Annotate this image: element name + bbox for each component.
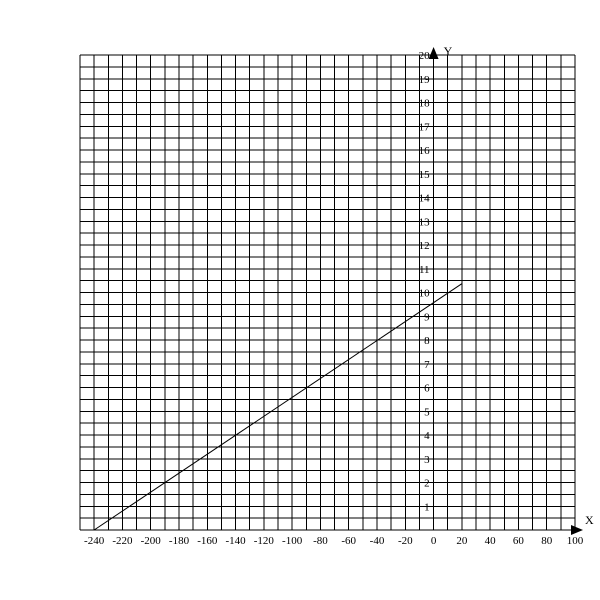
svg-text:Y: Y [444,44,453,58]
svg-text:-80: -80 [313,535,328,547]
svg-text:-140: -140 [225,535,246,547]
svg-text:19: 19 [419,74,431,86]
svg-text:10: 10 [419,288,431,300]
svg-text:-40: -40 [370,535,385,547]
svg-text:15: 15 [419,169,431,181]
svg-text:14: 14 [419,193,431,205]
svg-text:-120: -120 [254,535,275,547]
svg-text:4: 4 [424,430,430,442]
svg-text:17: 17 [419,121,431,133]
svg-text:-100: -100 [282,535,303,547]
svg-text:1: 1 [424,501,430,513]
svg-text:20: 20 [419,50,431,62]
svg-text:60: 60 [513,535,525,547]
svg-text:40: 40 [485,535,497,547]
svg-text:9: 9 [424,311,430,323]
svg-text:11: 11 [419,264,430,276]
svg-text:12: 12 [419,240,430,252]
svg-text:0: 0 [431,535,437,547]
svg-text:-20: -20 [398,535,413,547]
svg-text:-180: -180 [169,535,190,547]
svg-text:X: X [585,513,594,527]
svg-text:5: 5 [424,406,430,418]
svg-text:6: 6 [424,383,430,395]
chart-plot: -240-220-200-180-160-140-120-100-80-60-4… [0,0,600,600]
svg-text:2: 2 [424,478,430,490]
svg-text:-60: -60 [341,535,356,547]
svg-text:16: 16 [419,145,431,157]
svg-text:100: 100 [567,535,584,547]
svg-text:-220: -220 [112,535,133,547]
svg-text:80: 80 [541,535,553,547]
svg-text:13: 13 [419,216,431,228]
svg-text:3: 3 [424,454,430,466]
svg-text:-240: -240 [84,535,105,547]
svg-text:-160: -160 [197,535,218,547]
svg-text:20: 20 [456,535,468,547]
svg-text:7: 7 [424,359,430,371]
svg-text:8: 8 [424,335,430,347]
svg-text:-200: -200 [141,535,162,547]
svg-text:18: 18 [419,98,431,110]
